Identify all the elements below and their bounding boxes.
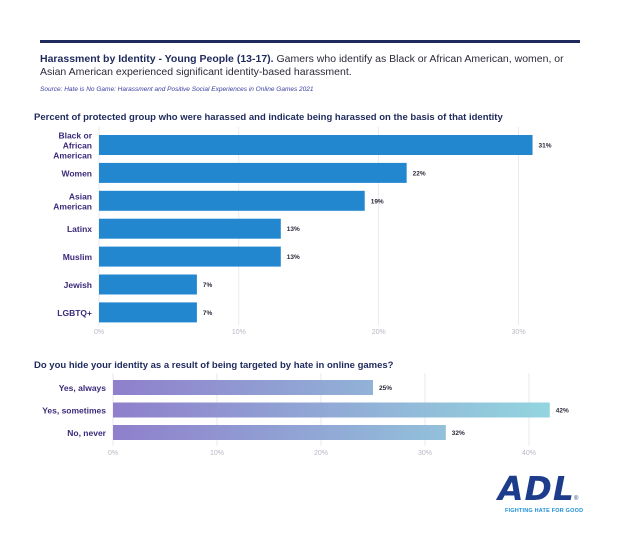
- chart1-harassment-by-identity: 0% 10% 20% 30%31%Black or African American22%…: [53, 127, 552, 336]
- chart1-category-label: Asian American: [53, 191, 92, 211]
- chart2-category-line: Yes, sometimes: [42, 406, 106, 416]
- chart1-bar: [99, 274, 197, 295]
- chart2-category-label: Yes, always: [59, 383, 107, 393]
- chart2-category-line: Yes, always: [59, 383, 107, 393]
- chart1-category-line: Muslim: [63, 252, 93, 262]
- chart1-title: Percent of protected group who were hara…: [34, 112, 503, 123]
- chart2-category-label: No, never: [67, 428, 106, 438]
- chart1-bar: [99, 190, 365, 211]
- chart1-category-label: Muslim: [63, 252, 93, 262]
- chart1-bar: [99, 302, 197, 323]
- logo-tagline: FIGHTING HATE FOR GOOD: [505, 508, 584, 514]
- chart1-category-label: Women: [61, 168, 92, 178]
- chart1-tick-label: 10%: [232, 329, 246, 336]
- adl-logo[interactable]: ADL ® FIGHTING HATE FOR GOOD: [498, 472, 588, 518]
- chart2-bar: [113, 380, 373, 395]
- chart2-data-label: 42%: [556, 408, 569, 415]
- chart2-tick-label: 20%: [314, 450, 328, 457]
- chart1-data-label: 7%: [203, 282, 213, 289]
- chart1-category-line: LGBTQ+: [57, 308, 92, 318]
- logo-registered-mark: ®: [574, 496, 579, 502]
- chart2-data-label: 25%: [379, 385, 392, 392]
- chart2-category-line: No, never: [67, 428, 106, 438]
- chart-heading: Harassment by Identity - Young People (1…: [40, 53, 274, 65]
- chart1-category-line: Asian: [69, 191, 92, 201]
- chart1-tick-label: 0%: [94, 329, 104, 336]
- source-note: Source: Hate is No Game: Harassment and …: [40, 86, 314, 93]
- chart1-data-label: 7%: [203, 310, 213, 317]
- chart1-data-label: 22%: [413, 170, 426, 177]
- chart1-category-line: Jewish: [64, 280, 92, 290]
- chart-description: Harassment by Identity - Young People (1…: [40, 53, 585, 79]
- chart2-title: Do you hide your identity as a result of…: [34, 360, 394, 371]
- chart1-data-label: 13%: [287, 254, 300, 261]
- chart1-category-label: LGBTQ+: [57, 308, 92, 318]
- chart1-category-line: American: [53, 201, 92, 211]
- chart1-category-line: African: [63, 141, 92, 151]
- chart1-data-label: 19%: [371, 198, 384, 205]
- chart1-tick-label: 20%: [372, 329, 386, 336]
- chart2-hide-identity: 0% 10% 20% 30% 40% 25% Yes, always 42% Yes, some…: [42, 373, 569, 457]
- chart1-bar: [99, 246, 281, 267]
- chart1-bar: [99, 218, 281, 239]
- chart2-category-label: Yes, sometimes: [42, 406, 106, 416]
- chart1-category-label: Jewish: [64, 280, 92, 290]
- chart1-bar: [99, 162, 407, 183]
- chart2-tick-label: 0%: [108, 450, 118, 457]
- chart2-tick-label: 30%: [418, 450, 432, 457]
- logo-wordmark: ADL: [498, 469, 575, 508]
- chart2-tick-label: 40%: [522, 450, 536, 457]
- chart1-bar: [99, 135, 533, 155]
- chart1-data-label: 31%: [539, 143, 552, 150]
- chart1-category-label: Black or African American: [53, 131, 92, 161]
- chart2-tick-label: 10%: [210, 450, 224, 457]
- chart-summary: Gamers who identify as Black or African …: [40, 53, 564, 78]
- chart1-category-line: Latinx: [67, 224, 92, 234]
- chart2-bar: [113, 402, 550, 418]
- header-rule: [40, 40, 580, 43]
- chart1-category-label: Latinx: [67, 224, 92, 234]
- chart1-category-line: American: [53, 151, 92, 161]
- chart1-category-line: Black or: [58, 131, 92, 141]
- chart1-category-line: Women: [61, 168, 92, 178]
- chart2-data-label: 32%: [452, 430, 465, 437]
- chart2-bar: [113, 425, 446, 440]
- chart1-tick-label: 30%: [512, 329, 526, 336]
- chart1-data-label: 13%: [287, 226, 300, 233]
